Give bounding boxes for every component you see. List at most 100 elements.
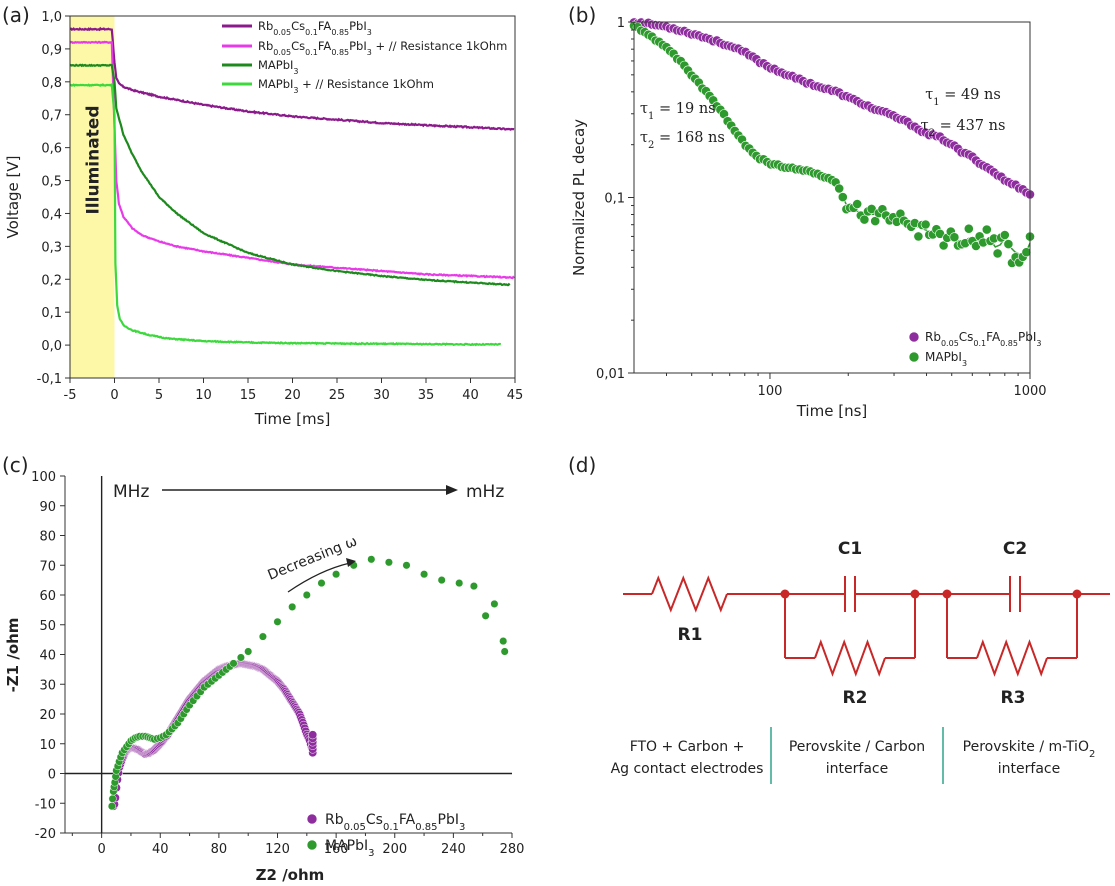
tau-annotations: τ1 = 49 ns τ2 = 437 ns τ1 = 19 ns τ2 = 168 … — [640, 87, 1005, 151]
panel-label-a: (a) — [2, 3, 30, 27]
x-axis-label-c: Z2 /ohm — [256, 866, 325, 884]
legend-b: Rb0.05Cs0.1FA0.85PbI3 MAPbI3 — [908, 330, 1041, 368]
x-tick-label-a: 25 — [329, 388, 346, 403]
data-point-c-1 — [437, 576, 446, 585]
data-point-c-1 — [244, 647, 253, 656]
data-point-c-1 — [302, 590, 311, 600]
data-point-c-1 — [500, 647, 509, 656]
y-tick-label-a: 0,4 — [41, 207, 62, 222]
legend-label-b: MAPbI3 — [925, 350, 967, 368]
y-tick-label-a: 0,5 — [41, 175, 62, 190]
data-point-c-1 — [258, 632, 267, 641]
data-points-b — [629, 17, 1035, 268]
curved-arrow-head — [346, 558, 356, 567]
x-tick-label-a: -5 — [64, 388, 77, 403]
ticks-b: 100 1000 0,01 0,1 1 — [596, 16, 1047, 399]
panel-label-d: (d) — [568, 453, 596, 477]
y-tick-label-c: 70 — [39, 559, 56, 574]
caption-tio2-line2: interface — [998, 761, 1060, 777]
frequency-arrow-head — [446, 485, 458, 495]
y-tick-label-b: 0,01 — [596, 367, 625, 382]
legend-label-a: MAPbI3 + // Resistance 1kOhm — [258, 77, 434, 95]
legend-label-a: MAPbI3 — [258, 58, 299, 76]
caption-carbon-line1: Perovskite / Carbon — [789, 739, 925, 755]
y-tick-label-c: -10 — [35, 797, 56, 812]
legend-marker-c — [306, 839, 318, 851]
data-point-b-1 — [992, 248, 1003, 259]
x-tick-label-a: 10 — [195, 388, 212, 403]
y-tick-label-a: 0,7 — [41, 109, 62, 124]
label-r3: R3 — [1001, 688, 1026, 708]
ticks-a: -5 0 5 10 15 20 25 30 35 40 45 -0,1 0,0 0,1 0,2 0,3 0,4 0… — [37, 10, 524, 403]
tau-annotation: τ1 = 49 ns — [925, 87, 1001, 108]
junction-dot — [910, 589, 920, 599]
data-point-c-0 — [308, 730, 318, 740]
legend-c: Rb0.05Cs0.1FA0.85PbI3 MAPbI3 — [306, 812, 465, 859]
y-tick-label-c: 10 — [39, 738, 56, 753]
junction-dot — [942, 589, 952, 599]
circuit-wires — [623, 575, 1110, 677]
x-tick-label-c: 0 — [97, 842, 105, 857]
data-point-b-1 — [949, 232, 960, 243]
label-c2: C2 — [1003, 539, 1027, 559]
x-tick-label-c: 200 — [382, 842, 407, 857]
legend-label-c: Rb0.05Cs0.1FA0.85PbI3 — [325, 812, 465, 833]
x-tick-label-b: 1000 — [1013, 384, 1046, 399]
legend-label-a: Rb0.05Cs0.1FA0.85PbI3 — [258, 19, 372, 37]
junction-dot — [1072, 589, 1082, 599]
x-tick-label-c: 160 — [324, 842, 349, 857]
tau-annotation: τ2 = 168 ns — [640, 130, 725, 151]
data-point-b-1 — [999, 230, 1010, 240]
ticks-c: 0 40 80 120 160 200 240 280 -20 -10 0 10 20 30 40 50 60 7… — [31, 470, 524, 857]
data-point-b-1 — [1021, 247, 1032, 258]
data-point-b-1 — [870, 216, 881, 226]
resistor-r1 — [651, 575, 728, 613]
x-tick-label-c: 280 — [500, 842, 525, 857]
data-point-b-1 — [837, 192, 848, 202]
data-point-c-1 — [229, 659, 238, 668]
series-line-3 — [70, 82, 502, 347]
x-tick-label-a: 15 — [240, 388, 257, 403]
caption-contacts-line1: FTO + Carbon + — [630, 739, 745, 755]
legend-marker-c — [306, 813, 318, 825]
decreasing-omega-label: Decreasing ω — [266, 533, 360, 583]
data-point-b-1 — [920, 219, 931, 230]
x-tick-label-a: 35 — [418, 388, 435, 403]
y-tick-label-a: 0,2 — [41, 273, 62, 288]
y-axis-label-a: Voltage [V] — [4, 156, 22, 239]
y-tick-label-c: 40 — [39, 649, 56, 664]
y-tick-label-a: 0,3 — [41, 240, 62, 255]
data-point-b-1 — [1003, 239, 1014, 249]
data-point-c-1 — [107, 802, 116, 811]
y-tick-label-c: 90 — [39, 500, 56, 515]
panel-label-c: (c) — [2, 453, 29, 477]
caption-carbon-line2: interface — [826, 761, 888, 777]
data-point-c-1 — [469, 582, 478, 591]
caption-tio2-line1: Perovskite / m-TiO2 — [963, 739, 1096, 760]
x-axis-label-a: Time [ms] — [254, 410, 331, 428]
data-point-b-1 — [852, 199, 863, 209]
x-tick-label-a: 20 — [284, 388, 301, 403]
y-tick-label-a: -0,1 — [37, 372, 62, 387]
legend-label-b: Rb0.05Cs0.1FA0.85PbI3 — [925, 330, 1041, 348]
junction-dot — [780, 589, 790, 599]
illuminated-label: Illuminated — [83, 105, 103, 214]
data-point-c-1 — [273, 617, 282, 626]
frequency-arrow — [162, 485, 458, 495]
data-point-c-1 — [490, 599, 499, 608]
x-tick-label-c: 80 — [211, 842, 228, 857]
panel-label-b: (b) — [568, 3, 596, 27]
x-tick-label-c: 40 — [152, 842, 169, 857]
series-lines-a — [69, 26, 515, 347]
legend-a: Rb0.05Cs0.1FA0.85PbI3 Rb0.05Cs0.1FA0.85Pb… — [222, 19, 507, 95]
label-millihertz: mHz — [466, 482, 504, 502]
label-r2: R2 — [843, 688, 868, 708]
data-point-b-1 — [834, 183, 845, 194]
series-line-2 — [69, 63, 511, 287]
x-tick-label-c: 240 — [441, 842, 466, 857]
axes-c — [64, 476, 512, 834]
y-tick-label-c: 60 — [39, 589, 56, 604]
y-axis-label-b: Normalized PL decay — [570, 119, 588, 276]
legend-marker-b — [908, 351, 920, 363]
